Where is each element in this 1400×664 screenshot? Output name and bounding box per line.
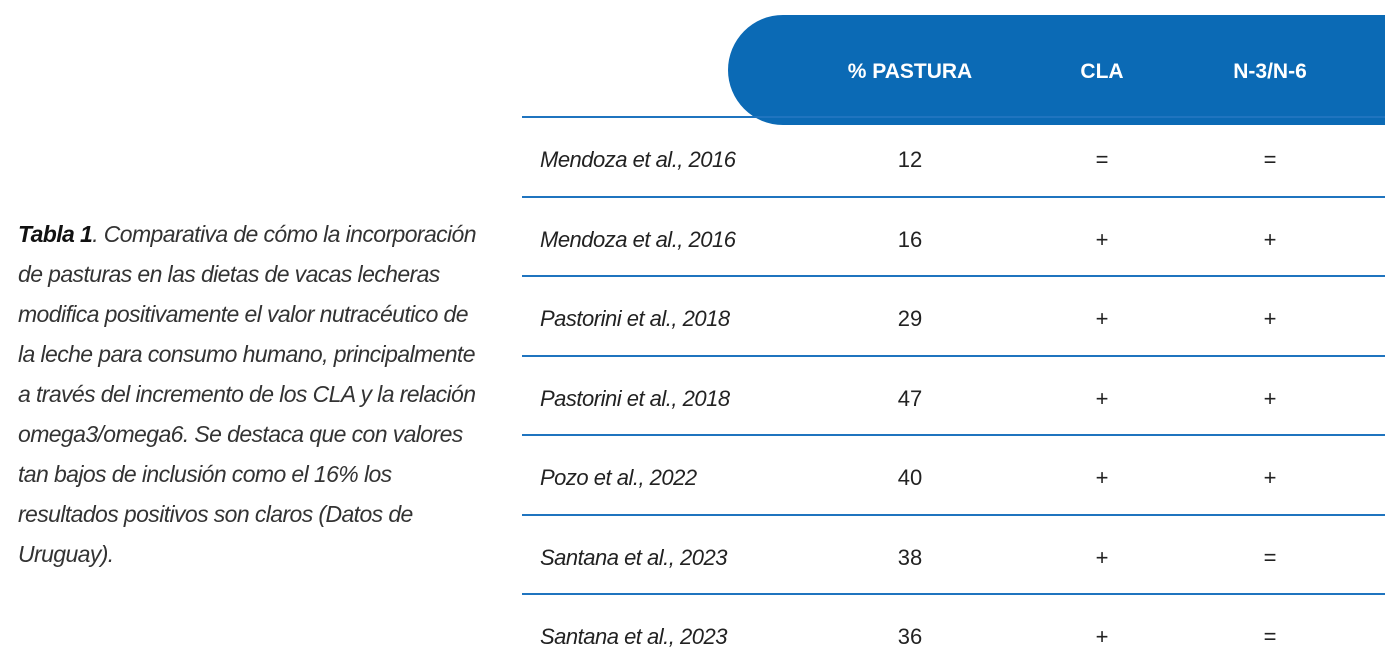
cell-value: + (1263, 226, 1277, 252)
cell-value: 36 (897, 624, 923, 649)
reference: Mendoza et al., 2016 (540, 147, 736, 172)
reference: Mendoza et al., 2016 (540, 226, 736, 252)
row-divider (522, 195, 1385, 198)
cell-value: 16 (897, 226, 923, 252)
cell-value: + (1263, 385, 1277, 411)
cell-value: = (1095, 147, 1109, 172)
reference: Pastorini et al., 2018 (540, 306, 730, 331)
caption-text: . Comparativa de cómo la incorporación d… (18, 221, 477, 567)
cell-value: + (1263, 306, 1277, 331)
header-band (728, 15, 1385, 125)
row-divider (522, 593, 1385, 595)
cell-value: + (1095, 385, 1109, 411)
column-header: % PASTURA (847, 60, 973, 83)
reference: Pozo et al., 2022 (540, 465, 697, 490)
row-divider (522, 434, 1385, 436)
row-divider (522, 275, 1385, 277)
cell-value: 38 (897, 544, 923, 570)
cell-value: + (1095, 465, 1109, 490)
reference: Santana et al., 2023 (540, 544, 727, 570)
caption: Tabla 1. Comparativa de cómo la incorpor… (18, 214, 488, 574)
cell-value: = (1263, 624, 1277, 649)
column-header: N-3/N-6 (1233, 60, 1307, 83)
cell-value: 40 (897, 465, 923, 490)
cell-value: 12 (897, 147, 923, 172)
cell-value: + (1095, 624, 1109, 649)
row-divider (522, 354, 1385, 357)
cell-value: 29 (897, 306, 923, 331)
column-header: CLA (1080, 60, 1124, 83)
cell-value: + (1095, 226, 1109, 252)
cell-value: + (1095, 544, 1109, 570)
reference: Pastorini et al., 2018 (540, 385, 730, 411)
reference: Santana et al., 2023 (540, 624, 727, 649)
cell-value: 47 (897, 385, 923, 411)
cell-value: + (1095, 306, 1109, 331)
row-divider (522, 116, 1385, 118)
caption-label: Tabla 1 (18, 221, 93, 247)
cell-value: = (1263, 544, 1277, 570)
cell-value: = (1263, 147, 1277, 172)
row-divider (522, 513, 1385, 516)
cell-value: + (1263, 465, 1277, 490)
